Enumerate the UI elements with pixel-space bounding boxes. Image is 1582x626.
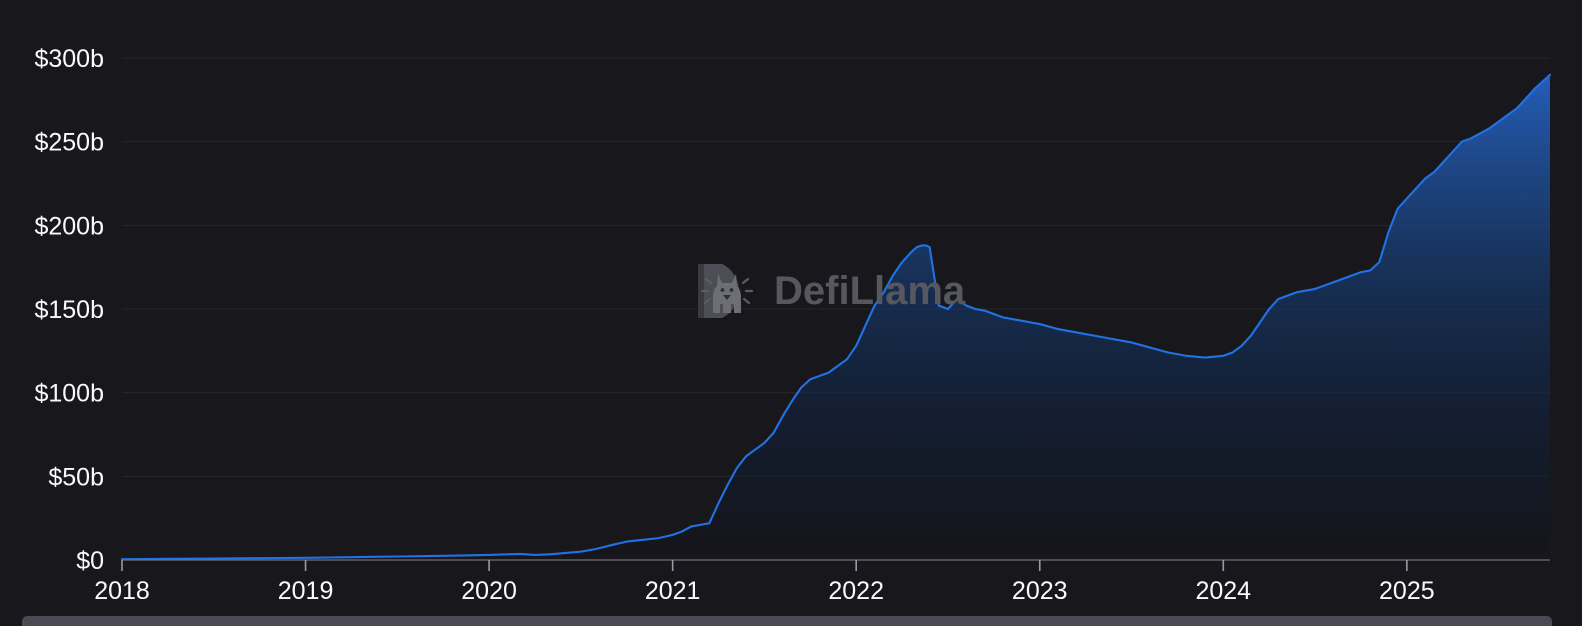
- series-line-path: [120, 73, 1552, 561]
- y-axis-tick-labels: $300b $250b $200b $150b $100b $50b $0: [34, 45, 104, 575]
- y-axis-tick-label: $300b: [34, 45, 104, 73]
- y-axis-tick-label: $100b: [34, 380, 104, 408]
- x-axis-tick-label: 2020: [461, 577, 517, 605]
- area-fill: [122, 74, 1550, 560]
- y-axis-tick-label: $50b: [48, 463, 104, 491]
- horizontal-range-scrollbar[interactable]: [0, 608, 1582, 626]
- y-axis-tick-label: $0: [76, 547, 104, 575]
- y-axis-tick-label: $150b: [34, 296, 104, 324]
- x-axis-tick-label: 2018: [94, 577, 150, 605]
- area-fill-path: [122, 74, 1550, 560]
- x-axis-tick-labels: 2018 2019 2020 2021 2022 2023 2024 2025: [94, 577, 1434, 605]
- y-axis-tick-label: $200b: [34, 212, 104, 240]
- scrollbar-track[interactable]: [22, 616, 1552, 626]
- series-line: [120, 73, 1552, 561]
- x-axis-tick-label: 2022: [828, 577, 884, 605]
- x-axis-tick-label: 2019: [278, 577, 334, 605]
- x-axis-tick-label: 2025: [1379, 577, 1435, 605]
- axes: [121, 559, 1550, 571]
- y-axis-tick-label: $250b: [34, 129, 104, 157]
- x-axis-tick-label: 2023: [1012, 577, 1068, 605]
- x-axis-tick-label: 2021: [645, 577, 701, 605]
- x-axis-tick-label: 2024: [1195, 577, 1251, 605]
